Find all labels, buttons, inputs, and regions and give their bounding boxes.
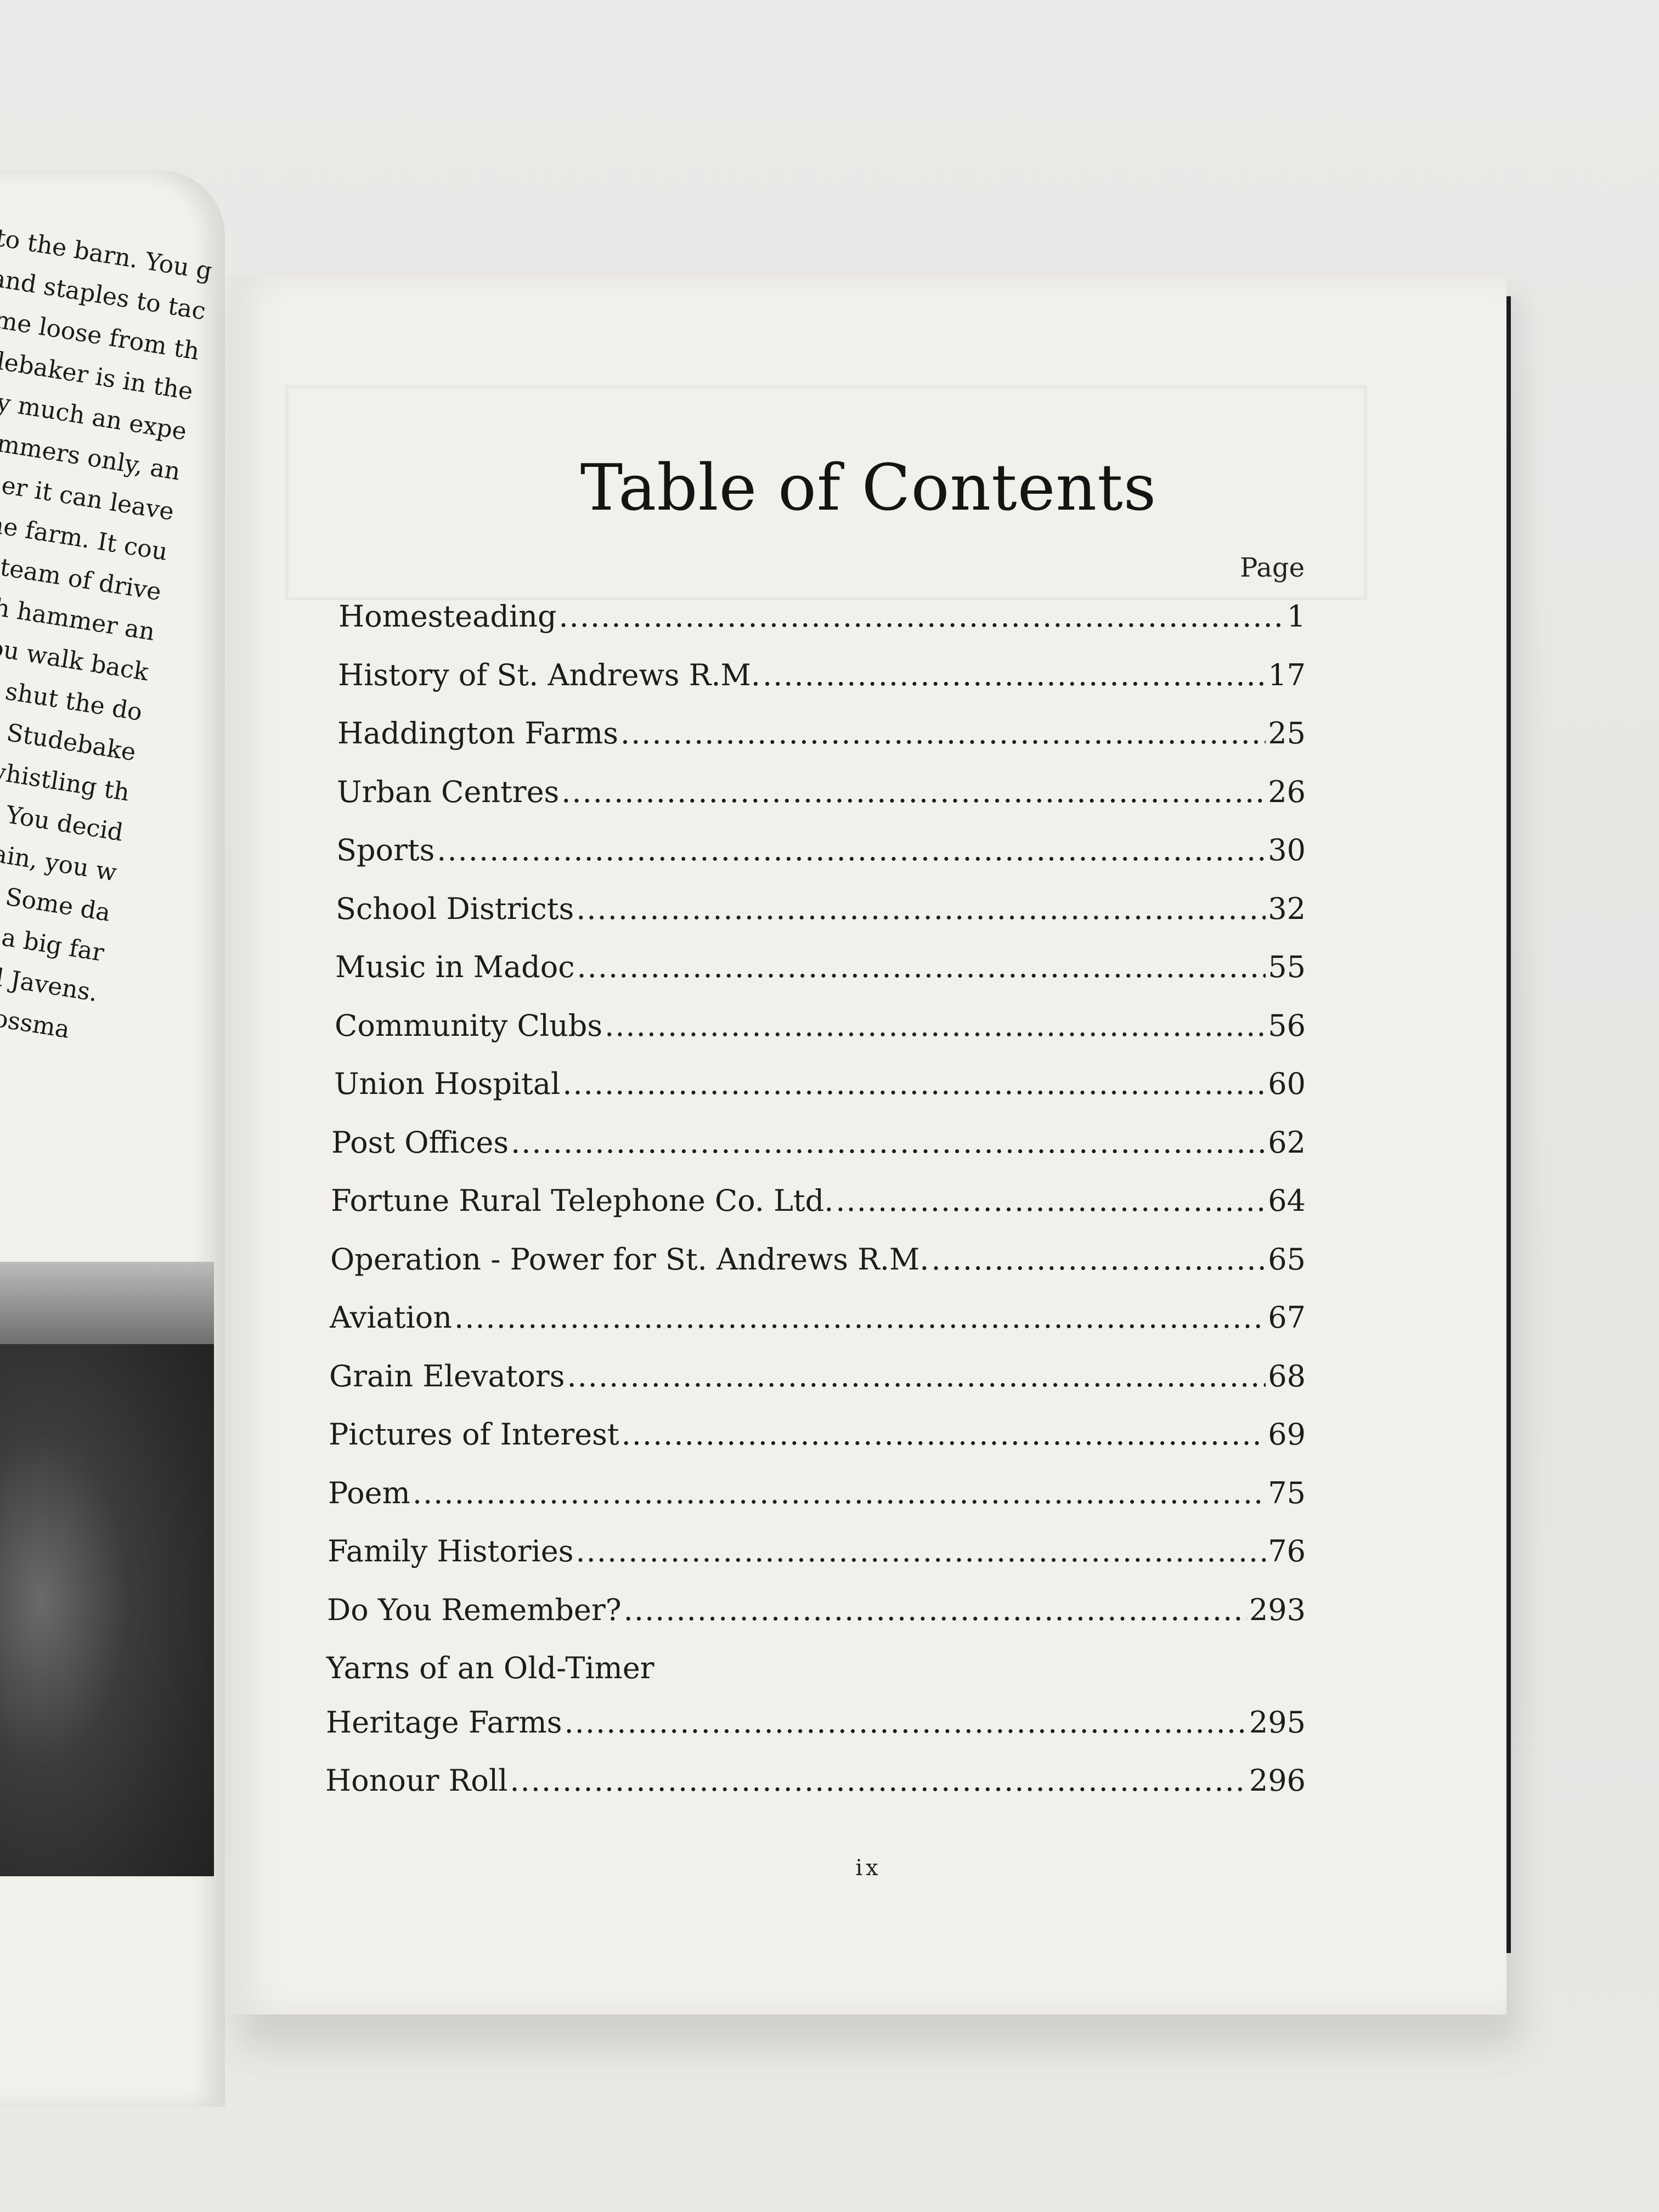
toc-entry: History of St. Andrews R.M. 17 <box>338 658 1306 692</box>
toc-entry-page: 69 <box>1268 1417 1306 1452</box>
toc-entry: Pictures of Interest 69 <box>329 1417 1306 1452</box>
dot-leader <box>620 716 1266 751</box>
dot-leader <box>605 1008 1266 1043</box>
photo-sky <box>0 1262 214 1344</box>
toc-entry-page: 75 <box>1268 1475 1306 1510</box>
left-page-text: ake her to the barn. You gammer and stap… <box>0 170 214 1044</box>
toc-entry-label: Operation - Power for St. Andrews R.M. <box>330 1242 929 1277</box>
toc-entry: Fortune Rural Telephone Co. Ltd. 64 <box>331 1183 1306 1218</box>
toc-entry-label: Sports <box>336 833 435 867</box>
toc-entry: Honour Roll 296 <box>325 1763 1306 1798</box>
toc-entry: Do You Remember? 293 <box>327 1593 1306 1627</box>
toc-entry-label: History of St. Andrews R.M. <box>338 657 760 692</box>
toc-entry-page: 296 <box>1249 1763 1306 1798</box>
toc-entry: Music in Madoc 55 <box>335 950 1306 984</box>
toc-entry-label: Urban Centres <box>337 774 560 809</box>
page-column-header: Page <box>1240 552 1305 583</box>
dot-leader <box>575 1534 1266 1568</box>
toc-entry-label: Union Hospital <box>334 1066 561 1101</box>
toc-list: Homesteading 1 History of St. Andrews R.M.… <box>230 275 1506 2015</box>
toc-entry-page: 64 <box>1268 1183 1306 1218</box>
dot-leader <box>622 1417 1266 1452</box>
toc-entry-page: 55 <box>1268 950 1306 984</box>
toc-entry-page: 76 <box>1268 1534 1306 1568</box>
dot-leader <box>931 1242 1266 1277</box>
toc-entry-label: Post Offices <box>331 1125 509 1160</box>
toc-entry-label: Haddington Farms <box>337 716 618 751</box>
toc-entry: Haddington Farms 25 <box>337 716 1306 751</box>
toc-entry-page: 32 <box>1268 891 1306 926</box>
toc-entry-page: 1 <box>1286 599 1306 634</box>
dot-leader <box>561 775 1266 809</box>
toc-entry-label: Fortune Rural Telephone Co. Ltd. <box>331 1183 834 1218</box>
toc-entry: Homesteading 1 <box>338 599 1306 634</box>
toc-entry-page: 68 <box>1268 1358 1306 1393</box>
dot-leader <box>576 891 1266 926</box>
toc-entry-label: Honour Roll <box>325 1763 508 1798</box>
toc-entry: Union Hospital 60 <box>334 1066 1306 1101</box>
toc-entry-label: Music in Madoc <box>335 950 575 984</box>
dot-leader <box>567 1359 1266 1393</box>
toc-entry-page: 67 <box>1268 1300 1306 1335</box>
toc-entry: Yarns of an Old-Timer <box>326 1651 1306 1685</box>
toc-entry-page: 295 <box>1249 1705 1306 1740</box>
toc-entry-label: Pictures of Interest <box>329 1417 619 1452</box>
toc-entry: Operation - Power for St. Andrews R.M. 65 <box>330 1242 1306 1277</box>
toc-entry-page: 56 <box>1268 1008 1306 1043</box>
toc-entry-label: Community Clubs <box>335 1008 603 1043</box>
toc-entry: Poem 75 <box>328 1476 1306 1510</box>
dot-leader <box>836 1183 1266 1218</box>
toc-entry-page: 25 <box>1268 716 1306 751</box>
toc-entry-label: Yarns of an Old-Timer <box>326 1651 654 1685</box>
toc-entry-page: 60 <box>1268 1066 1306 1101</box>
dot-leader <box>624 1593 1247 1627</box>
toc-entry-page: 26 <box>1268 774 1306 809</box>
toc-entry: Urban Centres 26 <box>337 775 1306 809</box>
toc-entry: Community Clubs 56 <box>335 1008 1306 1043</box>
toc-entry: Grain Elevators 68 <box>329 1359 1306 1393</box>
page-title: Table of Contents <box>580 451 1157 525</box>
toc-entry: Family Histories 76 <box>328 1534 1306 1568</box>
toc-entry: Heritage Farms 295 <box>326 1705 1306 1740</box>
dot-leader <box>510 1763 1247 1798</box>
left-page: ake her to the barn. You gammer and stap… <box>0 170 225 2107</box>
toc-entry-page: 62 <box>1268 1125 1306 1160</box>
toc-entry: Sports 30 <box>336 833 1306 867</box>
toc-entry-label: Poem <box>328 1475 410 1510</box>
dot-leader <box>562 1066 1266 1101</box>
toc-entry-page: 30 <box>1268 833 1306 867</box>
dot-leader <box>511 1125 1266 1160</box>
page-number: ix <box>855 1855 882 1881</box>
toc-entry-label: Family Histories <box>328 1534 574 1568</box>
toc-entry: Aviation 67 <box>330 1300 1306 1335</box>
dot-leader <box>454 1300 1266 1335</box>
toc-entry-label: Aviation <box>330 1300 453 1335</box>
dot-leader <box>559 599 1285 634</box>
toc-entry: School Districts 32 <box>336 891 1306 926</box>
toc-entry-label: Grain Elevators <box>329 1358 565 1393</box>
toc-entry: Post Offices 62 <box>331 1125 1306 1160</box>
toc-entry-page: 293 <box>1249 1592 1306 1627</box>
dot-leader <box>763 658 1266 692</box>
toc-entry-label: Do You Remember? <box>327 1592 622 1627</box>
dot-leader <box>564 1705 1246 1740</box>
right-page: Table of Contents Page Homesteading 1 Hist… <box>230 275 1506 2015</box>
farm-photo <box>0 1262 214 1876</box>
toc-entry-label: Heritage Farms <box>326 1705 562 1740</box>
toc-entry-label: Homesteading <box>338 599 557 634</box>
dot-leader <box>413 1476 1266 1510</box>
toc-entry-page: 65 <box>1268 1242 1306 1277</box>
dot-leader <box>437 833 1266 867</box>
toc-entry-label: School Districts <box>336 891 574 926</box>
toc-entry-page: 17 <box>1268 657 1306 692</box>
dot-leader <box>577 950 1266 984</box>
